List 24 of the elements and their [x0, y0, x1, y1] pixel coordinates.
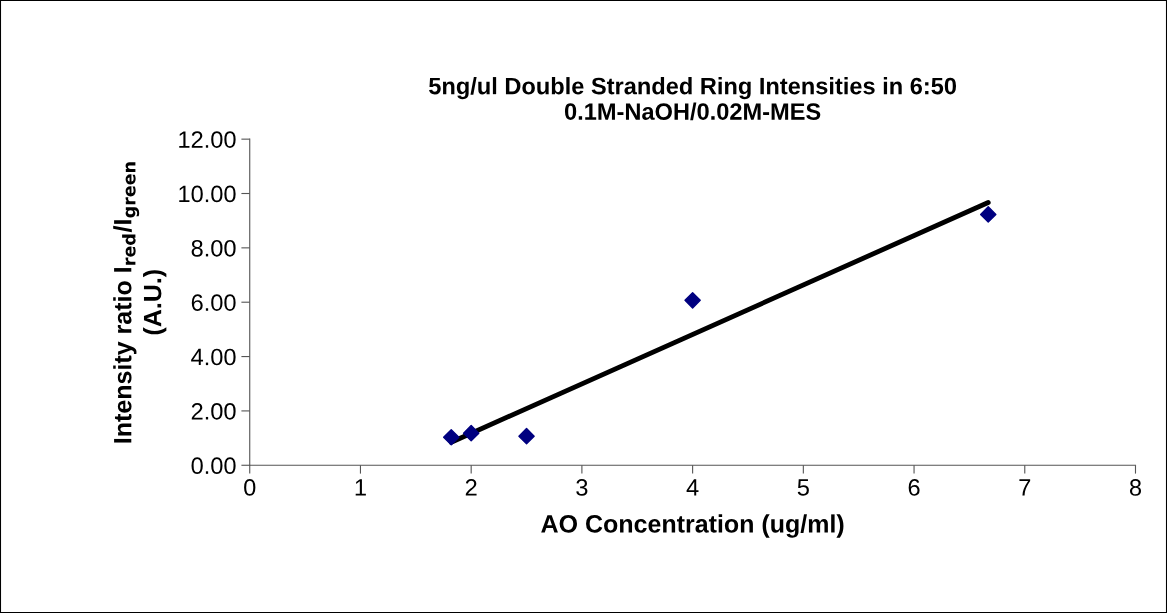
- x-tick-label: 7: [1019, 479, 1031, 496]
- text: Intensity ratio I$_{red}$/I$_{green}$ (A.U.): [113, 162, 167, 443]
- y-tick-label: 6.00: [191, 294, 236, 311]
- x-tick-label: 8: [1129, 479, 1142, 496]
- point: [518, 427, 535, 445]
- point: [462, 424, 480, 442]
- x-tick-label: 3: [576, 479, 588, 496]
- point: [442, 428, 460, 446]
- y-tick-label: 8.00: [191, 239, 236, 257]
- point: [979, 206, 997, 223]
- chart-title: 5ng/ul Double Stranded Ring Intensities in 6:50 0.1M-NaOH/0.02M-MES: [429, 77, 957, 121]
- x-axis-title: AO Concentration (ug/ml): [541, 514, 844, 538]
- point: [684, 292, 701, 309]
- y-tick-label: 12.00: [179, 131, 236, 148]
- x-tick-label: 6: [908, 479, 920, 496]
- y-tick-label: 0.00: [191, 457, 236, 475]
- x-tick-label: 2: [465, 479, 477, 496]
- y-tick-label: 2.00: [191, 402, 236, 420]
- x-tick-label: 4: [686, 479, 699, 496]
- x-tick-label: 5: [797, 479, 809, 496]
- y-tick-label: 10.00: [179, 185, 236, 203]
- x-tick-label: 1: [355, 479, 366, 496]
- y-tick-label: 4.00: [191, 348, 236, 366]
- x-tick-label: 0: [244, 479, 256, 496]
